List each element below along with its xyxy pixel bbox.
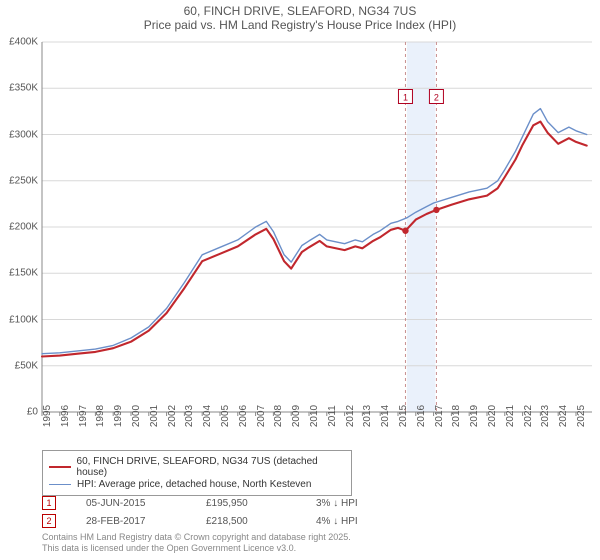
x-tick-label: 1997	[78, 405, 89, 427]
y-tick-label: £250K	[9, 175, 38, 186]
x-tick-label: 2006	[238, 405, 249, 427]
sale-row: 1 05-JUN-2015 £195,950 3% ↓ HPI	[42, 494, 358, 512]
x-tick-label: 2020	[487, 405, 498, 427]
sale-price: £218,500	[206, 516, 286, 527]
series-hpi	[42, 109, 587, 354]
x-tick-label: 2008	[273, 405, 284, 427]
legend-item: 60, FINCH DRIVE, SLEAFORD, NG34 7US (det…	[49, 456, 345, 478]
x-tick-label: 2003	[184, 405, 195, 427]
plot-svg: 12	[42, 42, 592, 412]
x-tick-label: 2000	[131, 405, 142, 427]
x-tick-label: 2012	[345, 405, 356, 427]
legend-item: HPI: Average price, detached house, Nort…	[49, 479, 345, 490]
legend-text: 60, FINCH DRIVE, SLEAFORD, NG34 7US (det…	[77, 456, 345, 478]
x-tick-label: 1996	[60, 405, 71, 427]
x-tick-label: 2009	[291, 405, 302, 427]
chart-container: 60, FINCH DRIVE, SLEAFORD, NG34 7US Pric…	[0, 0, 600, 560]
x-tick-label: 2014	[380, 405, 391, 427]
copyright-line-2: This data is licensed under the Open Gov…	[42, 543, 351, 554]
y-tick-label: £150K	[9, 268, 38, 279]
x-tick-label: 2016	[416, 405, 427, 427]
x-tick-label: 1998	[95, 405, 106, 427]
legend-swatch	[49, 466, 71, 468]
sale-row: 2 28-FEB-2017 £218,500 4% ↓ HPI	[42, 512, 358, 530]
y-tick-label: £300K	[9, 129, 38, 140]
y-tick-label: £100K	[9, 314, 38, 325]
x-tick-label: 2021	[505, 405, 516, 427]
sale-date: 05-JUN-2015	[86, 498, 176, 509]
y-tick-label: £0	[27, 407, 38, 418]
y-tick-label: £350K	[9, 83, 38, 94]
x-tick-label: 1999	[113, 405, 124, 427]
svg-text:1: 1	[403, 93, 408, 103]
legend: 60, FINCH DRIVE, SLEAFORD, NG34 7US (det…	[42, 450, 352, 496]
sale-dot	[433, 207, 439, 213]
x-tick-label: 2024	[558, 405, 569, 427]
x-tick-label: 1995	[42, 405, 53, 427]
plot-area: 12	[42, 42, 592, 412]
x-tick-label: 2015	[398, 405, 409, 427]
sale-marker-label: 1	[398, 90, 412, 104]
x-axis: 1995199619971998199920002001200220032004…	[42, 412, 592, 446]
chart-title: 60, FINCH DRIVE, SLEAFORD, NG34 7US Pric…	[0, 0, 600, 34]
sale-marker-label: 2	[429, 90, 443, 104]
y-tick-label: £200K	[9, 222, 38, 233]
x-tick-label: 2010	[309, 405, 320, 427]
x-tick-label: 2001	[149, 405, 160, 427]
x-tick-label: 2025	[576, 405, 587, 427]
legend-swatch	[49, 484, 71, 485]
legend-text: HPI: Average price, detached house, Nort…	[77, 479, 311, 490]
sale-dot	[402, 228, 408, 234]
sale-date: 28-FEB-2017	[86, 516, 176, 527]
y-tick-label: £400K	[9, 37, 38, 48]
copyright-line-1: Contains HM Land Registry data © Crown c…	[42, 532, 351, 543]
x-tick-label: 2004	[202, 405, 213, 427]
x-tick-label: 2002	[167, 405, 178, 427]
x-tick-label: 2005	[220, 405, 231, 427]
title-line-1: 60, FINCH DRIVE, SLEAFORD, NG34 7US	[0, 4, 600, 18]
sale-row-marker: 1	[42, 496, 56, 510]
y-axis: £0£50K£100K£150K£200K£250K£300K£350K£400…	[0, 42, 42, 412]
title-line-2: Price paid vs. HM Land Registry's House …	[0, 18, 600, 32]
sale-delta: 3% ↓ HPI	[316, 498, 358, 509]
x-tick-label: 2017	[434, 405, 445, 427]
sale-row-marker: 2	[42, 514, 56, 528]
x-tick-label: 2023	[540, 405, 551, 427]
svg-text:2: 2	[434, 93, 439, 103]
x-tick-label: 2007	[256, 405, 267, 427]
sales-table: 1 05-JUN-2015 £195,950 3% ↓ HPI 2 28-FEB-2017…	[42, 494, 358, 530]
x-tick-label: 2018	[451, 405, 462, 427]
y-tick-label: £50K	[15, 360, 38, 371]
series-price_paid	[42, 122, 587, 357]
x-tick-label: 2011	[327, 405, 338, 427]
sale-delta: 4% ↓ HPI	[316, 516, 358, 527]
x-tick-label: 2019	[469, 405, 480, 427]
x-tick-label: 2013	[362, 405, 373, 427]
sale-price: £195,950	[206, 498, 286, 509]
copyright: Contains HM Land Registry data © Crown c…	[42, 532, 351, 554]
x-tick-label: 2022	[523, 405, 534, 427]
